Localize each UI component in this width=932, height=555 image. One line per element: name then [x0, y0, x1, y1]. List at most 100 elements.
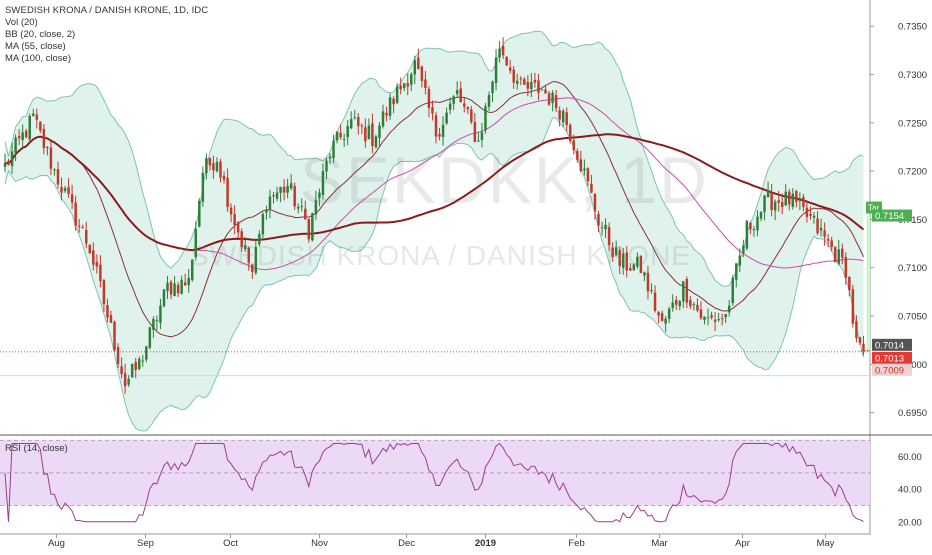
- candle-body: [325, 160, 328, 172]
- candle: [837, 239, 840, 266]
- candle-body: [236, 222, 240, 233]
- candle-body: [625, 252, 629, 271]
- candle: [166, 276, 169, 300]
- candle-body: [14, 137, 17, 153]
- candle: [833, 246, 837, 263]
- legend-ma100[interactable]: MA (100, close): [5, 53, 71, 64]
- time-tick-label: Dec: [398, 538, 415, 549]
- rsi-line: [4, 442, 864, 523]
- candle-body: [629, 268, 632, 271]
- candle: [212, 155, 215, 179]
- candle: [254, 238, 258, 275]
- candle-body: [498, 48, 501, 58]
- candle-body: [49, 147, 53, 169]
- candle-body: [530, 82, 533, 90]
- candle-body: [141, 360, 145, 362]
- candle: [858, 336, 862, 346]
- rsi-title[interactable]: RSI (14, close): [5, 443, 68, 454]
- candle-body: [275, 192, 279, 199]
- candle-body: [657, 312, 660, 316]
- candle: [427, 86, 431, 118]
- candle: [28, 113, 31, 143]
- candle: [381, 104, 385, 129]
- candle-body: [293, 186, 296, 207]
- candle: [300, 198, 303, 212]
- candle-body: [441, 124, 445, 137]
- candle: [809, 206, 812, 220]
- candle: [194, 221, 198, 261]
- candle: [671, 294, 674, 312]
- candle-body: [318, 192, 321, 198]
- legend-volume[interactable]: Vol (20): [5, 17, 38, 28]
- candle: [844, 252, 848, 285]
- legend-ma55[interactable]: MA (55, close): [5, 41, 66, 52]
- candle: [14, 134, 17, 162]
- candle-body: [268, 196, 272, 210]
- candle-body: [523, 79, 526, 85]
- candle-body: [39, 121, 42, 131]
- legend-bollinger[interactable]: BB (20, close, 2): [5, 29, 76, 40]
- time-tick-label: Oct: [223, 538, 238, 549]
- candle: [579, 150, 583, 173]
- price-tick-label: 0.7150: [898, 215, 927, 226]
- candle: [558, 106, 561, 127]
- support-price-label: 0.7009: [875, 365, 904, 376]
- candle: [392, 96, 395, 114]
- candle-body: [7, 160, 10, 165]
- candle-body: [92, 250, 95, 265]
- candle-body: [85, 229, 88, 244]
- candle-body: [841, 248, 844, 258]
- candle-body: [371, 123, 374, 147]
- candle: [795, 189, 798, 208]
- chart-title[interactable]: SWEDISH KRONA / DANISH KRONE, 1D, IDC: [5, 5, 209, 16]
- candle: [123, 363, 127, 394]
- candle-body: [784, 191, 787, 206]
- candle: [841, 243, 844, 265]
- candle-body: [689, 299, 692, 307]
- candle-body: [28, 115, 31, 140]
- candle-body: [339, 132, 342, 138]
- candle: [35, 108, 39, 129]
- candle-body: [385, 112, 388, 116]
- candle: [470, 105, 473, 125]
- candle: [413, 55, 417, 84]
- candle-body: [809, 214, 812, 216]
- candle-body: [780, 202, 784, 208]
- candle: [851, 284, 855, 328]
- candle: [565, 107, 568, 132]
- candle-body: [21, 132, 24, 141]
- candle: [247, 246, 250, 271]
- candle: [74, 195, 77, 231]
- candle: [304, 200, 307, 220]
- candle-body: [526, 81, 530, 89]
- candle: [162, 289, 166, 308]
- candle-body: [858, 337, 862, 344]
- candle-body: [240, 231, 243, 248]
- candle: [85, 221, 88, 249]
- candle-body: [296, 206, 300, 209]
- candle: [318, 188, 321, 207]
- time-tick-label: 2019: [475, 538, 496, 549]
- candle-body: [219, 161, 222, 178]
- candle-body: [480, 132, 484, 140]
- candle-body: [388, 97, 392, 117]
- candle: [208, 157, 212, 171]
- candle-body: [364, 127, 367, 142]
- candle: [339, 124, 342, 140]
- rsi-tick-label: 20.00: [898, 517, 922, 528]
- candle-body: [357, 117, 360, 127]
- candle-body: [360, 125, 364, 127]
- candle-body: [431, 107, 434, 114]
- candle-body: [95, 261, 99, 267]
- candle: [745, 219, 749, 251]
- candle-body: [289, 183, 293, 189]
- candle: [201, 166, 205, 207]
- candle: [335, 131, 339, 144]
- bollinger-band-fill: [5, 31, 864, 432]
- last-price-label: 0.7014: [875, 340, 904, 351]
- candle: [399, 77, 402, 95]
- candle: [547, 90, 551, 106]
- candle: [498, 41, 501, 63]
